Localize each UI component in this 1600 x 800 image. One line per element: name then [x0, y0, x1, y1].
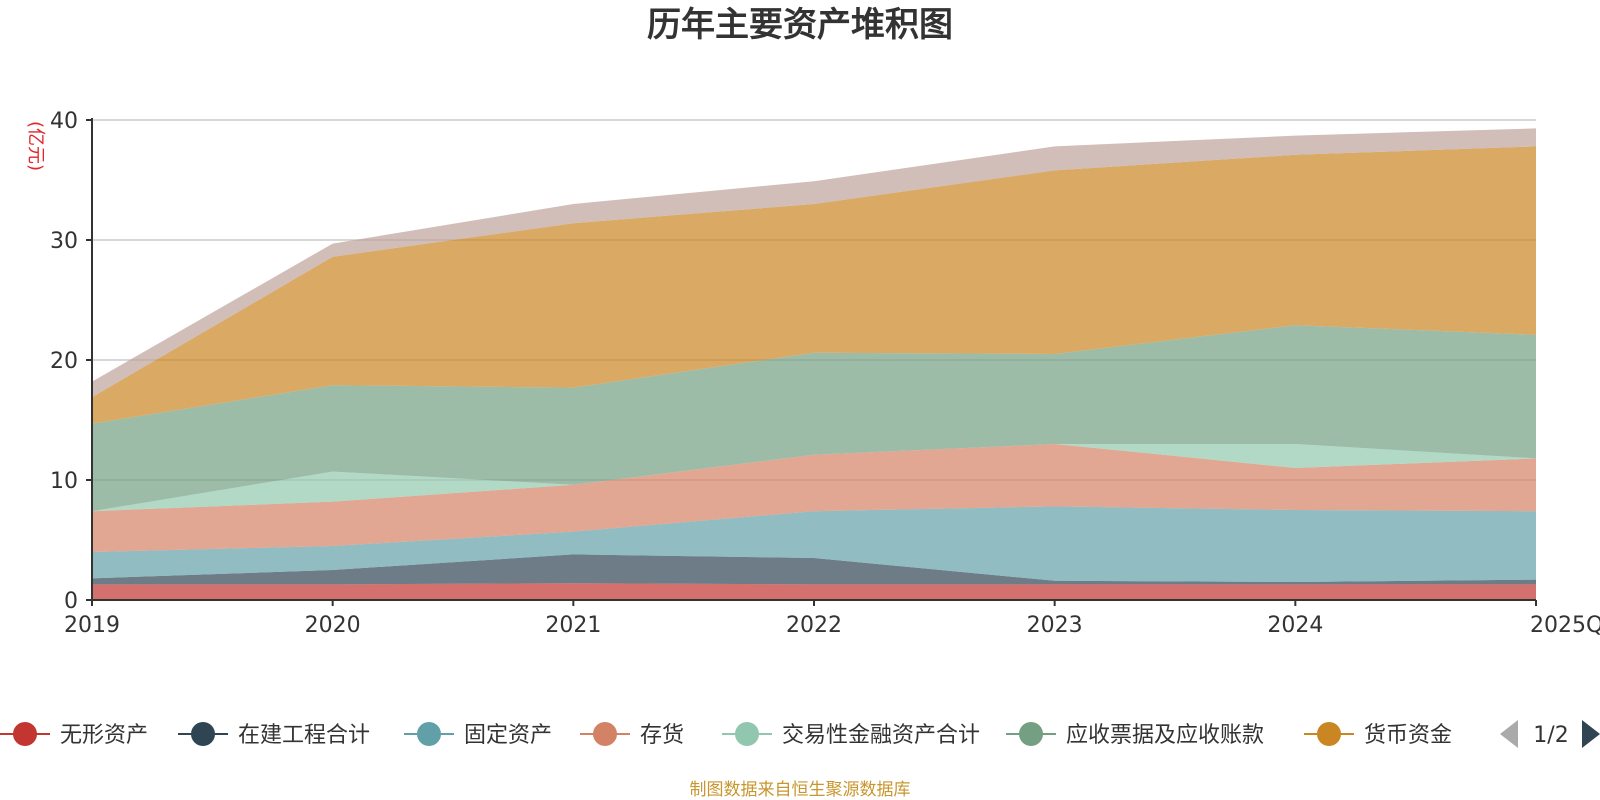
- area-series-7: [92, 128, 1536, 398]
- legend-item-1[interactable]: 在建工程合计: [178, 722, 370, 748]
- legend-page-label: 1/2: [1533, 723, 1568, 748]
- area-series-4: [92, 444, 1536, 512]
- legend-marker: [735, 722, 759, 746]
- area-series-5: [92, 325, 1536, 512]
- legend-label: 交易性金融资产合计: [782, 723, 980, 748]
- legend-label: 存货: [640, 723, 684, 748]
- legend-marker: [1317, 722, 1341, 746]
- x-tick-label-4: 2023: [1027, 613, 1083, 638]
- area-series-0: [92, 583, 1536, 600]
- legend: 无形资产 在建工程合计 固定资产 存货 交易性金融资产合计 应收票据及应收账款 货币资金: [0, 722, 1452, 748]
- y-tick-label-30: 30: [50, 229, 78, 254]
- legend-pager: 1/2: [1500, 720, 1600, 748]
- chart-title: 历年主要资产堆积图: [647, 5, 953, 45]
- y-tick-label-20: 20: [50, 349, 78, 374]
- legend-item-5[interactable]: 应收票据及应收账款: [1006, 722, 1264, 748]
- y-tick-label-10: 10: [50, 469, 78, 494]
- legend-item-2[interactable]: 固定资产: [404, 722, 552, 748]
- area-series-6: [92, 146, 1536, 424]
- legend-next-icon[interactable]: [1582, 720, 1600, 748]
- y-axis-unit-label: (亿元): [25, 121, 46, 171]
- y-tick-label-0: 0: [64, 589, 78, 614]
- legend-marker: [191, 722, 215, 746]
- legend-label: 货币资金: [1364, 723, 1452, 748]
- x-tick-label-2: 2021: [545, 613, 601, 638]
- x-tick-label-6: 2025Q1-Q3: [1530, 613, 1600, 638]
- area-series-2: [92, 506, 1536, 582]
- area-series-3: [92, 444, 1536, 552]
- x-tick-label-1: 2020: [305, 613, 361, 638]
- legend-item-3[interactable]: 存货: [580, 722, 684, 748]
- x-tick-label-3: 2022: [786, 613, 842, 638]
- legend-prev-icon[interactable]: [1500, 720, 1518, 748]
- x-tick-label-0: 2019: [64, 613, 120, 638]
- x-tick-label-5: 2024: [1267, 613, 1323, 638]
- legend-item-0[interactable]: 无形资产: [0, 722, 148, 748]
- legend-marker: [13, 722, 37, 746]
- legend-label: 无形资产: [60, 723, 148, 748]
- legend-item-4[interactable]: 交易性金融资产合计: [722, 722, 980, 748]
- legend-marker: [1019, 722, 1043, 746]
- data-source-note: 制图数据来自恒生聚源数据库: [690, 780, 911, 800]
- legend-label: 固定资产: [464, 723, 552, 748]
- legend-label: 应收票据及应收账款: [1066, 723, 1264, 748]
- legend-label: 在建工程合计: [238, 723, 370, 748]
- area-series: [92, 128, 1536, 600]
- legend-marker: [593, 722, 617, 746]
- legend-item-6[interactable]: 货币资金: [1304, 722, 1452, 748]
- x-axis-ticks: 2019 2020 2021 2022 2023 2024 2025Q1-Q3: [64, 600, 1600, 638]
- y-axis-ticks: 0 10 20 30 40: [50, 109, 92, 614]
- area-series-1: [92, 554, 1536, 585]
- legend-marker: [417, 722, 441, 746]
- y-tick-label-40: 40: [50, 109, 78, 134]
